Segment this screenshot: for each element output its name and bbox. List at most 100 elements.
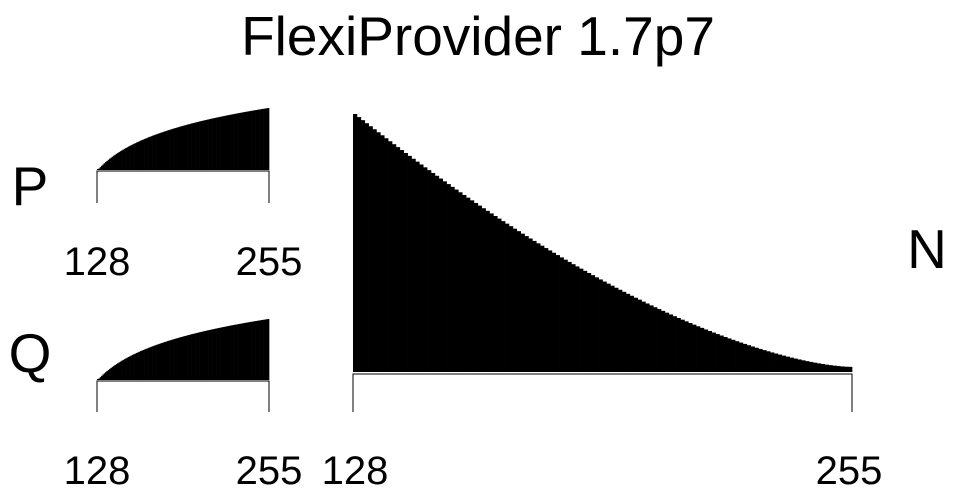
bar-n-210 bbox=[672, 316, 677, 372]
bar-p-206 bbox=[201, 120, 204, 170]
bar-q-187 bbox=[176, 338, 178, 380]
bar-q-208 bbox=[204, 330, 207, 380]
bar-p-170 bbox=[153, 135, 156, 170]
bar-q-220 bbox=[220, 327, 223, 380]
bar-q-164 bbox=[145, 348, 148, 380]
bar-n-173 bbox=[528, 238, 533, 372]
bar-p-192 bbox=[183, 125, 185, 170]
bar-q-241 bbox=[248, 322, 251, 380]
bar-n-171 bbox=[520, 233, 525, 372]
bar-n-178 bbox=[547, 250, 553, 372]
bar-p-188 bbox=[177, 127, 180, 170]
bar-p-196 bbox=[188, 124, 191, 170]
bar-p-157 bbox=[135, 142, 138, 170]
bar-p-190 bbox=[180, 126, 182, 170]
bar-n-154 bbox=[454, 189, 459, 372]
bar-n-226 bbox=[735, 341, 740, 372]
bar-p-174 bbox=[158, 133, 161, 170]
bar-n-190 bbox=[594, 277, 599, 372]
bar-q-184 bbox=[172, 339, 174, 380]
bar-p-225 bbox=[227, 115, 230, 170]
bar-n-204 bbox=[649, 305, 654, 372]
bar-n-168 bbox=[508, 226, 514, 372]
bar-p-254 bbox=[266, 108, 268, 170]
bar-p-209 bbox=[205, 119, 208, 170]
bar-p-200 bbox=[193, 122, 196, 170]
bar-n-230 bbox=[750, 346, 755, 372]
bar-q-232 bbox=[236, 324, 239, 380]
bar-q-197 bbox=[189, 334, 192, 380]
bar-p-237 bbox=[243, 112, 246, 170]
bar-p-172 bbox=[156, 134, 158, 170]
bar-n-134 bbox=[376, 132, 381, 372]
bar-p-193 bbox=[184, 125, 187, 170]
bar-q-240 bbox=[247, 322, 250, 380]
bar-p-249 bbox=[259, 109, 262, 170]
bar-n-201 bbox=[637, 299, 642, 372]
bar-q-175 bbox=[160, 343, 162, 380]
bar-q-194 bbox=[185, 335, 188, 380]
bar-q-233 bbox=[238, 324, 240, 380]
bar-q-204 bbox=[199, 332, 201, 380]
bar-n-142 bbox=[407, 155, 412, 372]
bar-p-161 bbox=[141, 140, 144, 170]
bar-q-171 bbox=[154, 345, 157, 380]
bar-p-244 bbox=[252, 110, 255, 170]
tick-label-n-max: 255 bbox=[816, 449, 883, 493]
bar-n-205 bbox=[653, 307, 658, 372]
axis-line-n bbox=[352, 373, 853, 412]
bar-q-162 bbox=[142, 349, 145, 380]
bar-q-156 bbox=[134, 353, 137, 380]
bar-n-158 bbox=[469, 200, 475, 372]
bar-p-151 bbox=[127, 146, 130, 170]
bar-p-191 bbox=[181, 126, 184, 170]
bar-q-134 bbox=[105, 372, 107, 380]
bar-n-167 bbox=[505, 223, 510, 372]
bar-q-139 bbox=[111, 366, 114, 380]
bar-p-199 bbox=[192, 123, 195, 170]
bar-p-241 bbox=[248, 111, 251, 170]
bar-p-208 bbox=[204, 120, 207, 170]
bar-q-254 bbox=[266, 319, 268, 380]
bar-q-166 bbox=[148, 347, 150, 380]
x-axis-n bbox=[352, 373, 853, 412]
bar-n-246 bbox=[813, 362, 818, 372]
bar-q-131 bbox=[101, 375, 103, 380]
bar-n-227 bbox=[738, 342, 744, 372]
bar-q-226 bbox=[228, 325, 231, 380]
bar-p-251 bbox=[262, 108, 264, 170]
bar-q-198 bbox=[191, 334, 193, 380]
bar-q-247 bbox=[256, 320, 259, 380]
bar-p-183 bbox=[170, 129, 173, 170]
bar-q-174 bbox=[158, 343, 161, 380]
bar-n-151 bbox=[442, 181, 447, 372]
bar-p-146 bbox=[121, 150, 123, 170]
bar-q-224 bbox=[226, 326, 228, 380]
bar-p-201 bbox=[195, 122, 197, 170]
bar-q-251 bbox=[262, 319, 264, 380]
bar-n-252 bbox=[836, 366, 841, 372]
bar-q-239 bbox=[246, 322, 248, 380]
bar-n-140 bbox=[399, 150, 405, 372]
bar-q-136 bbox=[107, 369, 110, 380]
bar-n-238 bbox=[781, 355, 787, 372]
bar-q-154 bbox=[131, 354, 134, 380]
bar-n-248 bbox=[820, 364, 826, 372]
bar-n-128 bbox=[353, 114, 358, 372]
bar-n-139 bbox=[395, 147, 401, 372]
bar-q-245 bbox=[254, 321, 256, 380]
bar-q-132 bbox=[102, 374, 105, 380]
bar-n-132 bbox=[368, 126, 373, 373]
bar-p-239 bbox=[246, 111, 248, 170]
bar-n-138 bbox=[391, 144, 397, 372]
bars-p bbox=[97, 108, 270, 170]
bar-p-227 bbox=[230, 114, 232, 170]
bar-p-128 bbox=[97, 169, 99, 170]
bar-p-231 bbox=[235, 113, 238, 170]
bar-p-242 bbox=[250, 110, 252, 170]
bar-p-133 bbox=[103, 163, 106, 170]
bar-q-193 bbox=[184, 335, 187, 380]
bar-q-191 bbox=[181, 336, 184, 380]
bar-n-219 bbox=[707, 331, 713, 372]
bar-n-144 bbox=[415, 161, 420, 372]
